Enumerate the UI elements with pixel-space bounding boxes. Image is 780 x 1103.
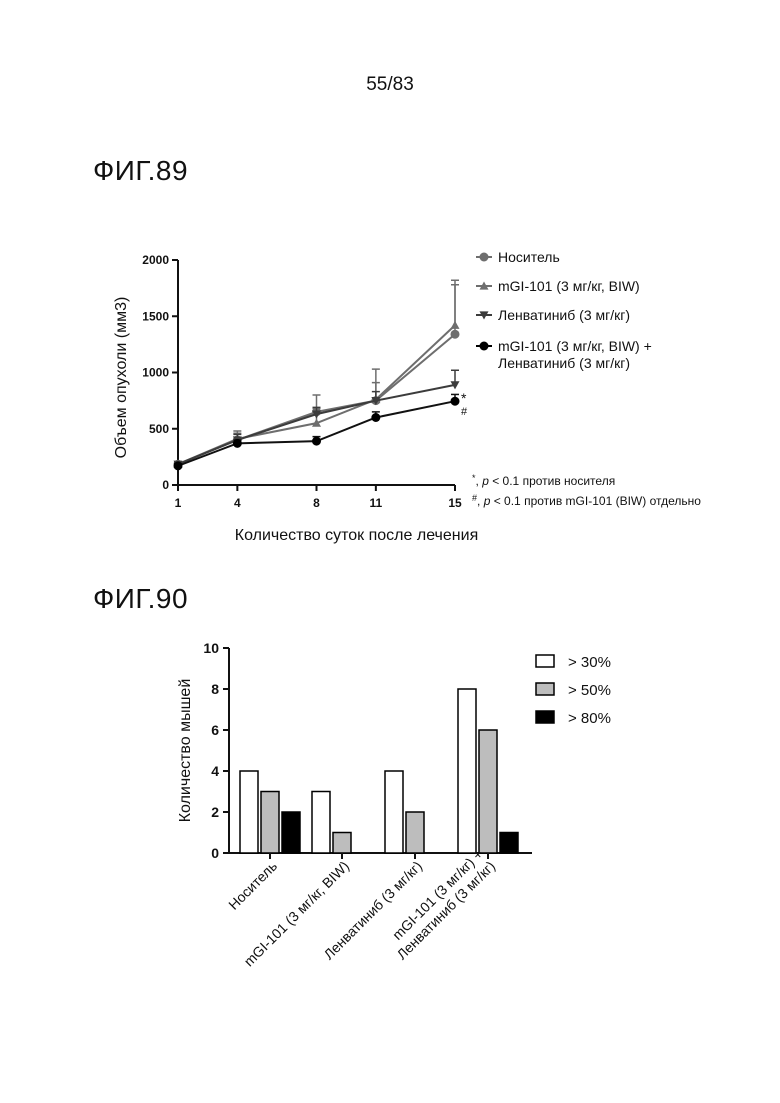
y-tick-label: 2000 — [142, 253, 169, 267]
bar-legend-label: > 50% — [568, 682, 611, 699]
y-tick-label: 1000 — [142, 366, 169, 380]
bar — [385, 771, 403, 853]
bar — [458, 689, 476, 853]
bar-y-tick-label: 4 — [211, 763, 219, 779]
bar — [261, 792, 279, 854]
y-tick-label: 0 — [162, 478, 169, 492]
x-tick-label: 11 — [370, 496, 383, 510]
legend-label: Ленватиниб (3 мг/кг) — [498, 355, 630, 371]
data-point — [233, 439, 242, 448]
x-axis-label: Количество суток после лечения — [235, 527, 478, 544]
data-point — [312, 437, 321, 446]
bar — [479, 730, 497, 853]
legend-marker — [480, 253, 489, 262]
footnote: *, p < 0.1 против носителя — [472, 473, 615, 488]
bar-y-tick-label: 0 — [211, 845, 219, 861]
bar — [240, 771, 258, 853]
bar-y-tick-label: 6 — [211, 722, 219, 738]
bar-legend-swatch — [536, 655, 554, 667]
bar — [500, 833, 518, 854]
footnote: #, p < 0.1 против mGI-101 (BIW) отдельно — [472, 493, 701, 508]
x-tick-label: 1 — [175, 496, 182, 510]
bar-y-tick-label: 10 — [203, 640, 219, 656]
x-tick-label: 4 — [234, 496, 241, 510]
data-point — [451, 397, 460, 406]
category-label: mGI-101 (3 мг/кг) +Ленватиниб (3 мг/кг) — [381, 846, 498, 963]
bar — [406, 812, 424, 853]
bar-y-axis-label: Количество мышей — [177, 679, 194, 823]
y-axis-label: Объем опухоли (мм3) — [113, 297, 130, 459]
legend-label: Носитель — [498, 249, 560, 265]
bar-y-tick-label: 2 — [211, 804, 219, 820]
bar — [333, 833, 351, 854]
bar-legend-label: > 80% — [568, 710, 611, 727]
bar — [282, 812, 300, 853]
category-label: Носитель — [225, 858, 280, 913]
legend-label: mGI-101 (3 мг/кг, BIW) — [498, 278, 640, 294]
legend-label: mGI-101 (3 мг/кг, BIW) + — [498, 338, 652, 354]
data-point — [174, 461, 183, 470]
significance-mark: # — [461, 406, 468, 418]
y-tick-label: 500 — [149, 422, 169, 436]
bar-y-tick-label: 8 — [211, 681, 219, 697]
x-tick-label: 8 — [313, 496, 320, 510]
data-point — [451, 330, 460, 339]
category-label-line: Носитель — [225, 858, 280, 913]
bar — [312, 792, 330, 854]
significance-mark: * — [461, 390, 467, 406]
legend-marker — [480, 342, 489, 351]
bar-legend-swatch — [536, 683, 554, 695]
legend-label: Ленватиниб (3 мг/кг) — [498, 307, 630, 323]
bar-legend-label: > 30% — [568, 654, 611, 671]
bar-legend-swatch — [536, 711, 554, 723]
data-point — [451, 321, 460, 329]
y-tick-label: 1500 — [142, 309, 169, 323]
data-point — [371, 413, 380, 422]
x-tick-label: 15 — [448, 496, 462, 510]
